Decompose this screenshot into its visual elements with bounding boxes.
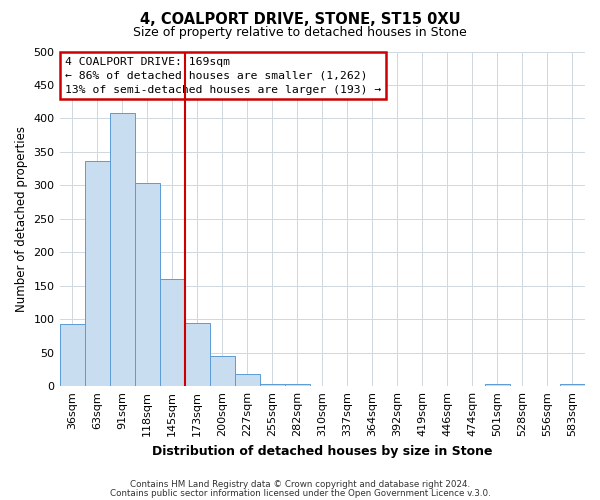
Text: Contains public sector information licensed under the Open Government Licence v.: Contains public sector information licen…	[110, 488, 490, 498]
Text: 4 COALPORT DRIVE: 169sqm
← 86% of detached houses are smaller (1,262)
13% of sem: 4 COALPORT DRIVE: 169sqm ← 86% of detach…	[65, 56, 381, 94]
Bar	[285, 384, 310, 386]
Bar	[85, 162, 110, 386]
Text: Contains HM Land Registry data © Crown copyright and database right 2024.: Contains HM Land Registry data © Crown c…	[130, 480, 470, 489]
Y-axis label: Number of detached properties: Number of detached properties	[15, 126, 28, 312]
Bar	[110, 113, 134, 386]
Bar	[560, 384, 585, 386]
Bar	[235, 374, 260, 386]
Text: Size of property relative to detached houses in Stone: Size of property relative to detached ho…	[133, 26, 467, 39]
X-axis label: Distribution of detached houses by size in Stone: Distribution of detached houses by size …	[152, 444, 493, 458]
Bar	[59, 324, 85, 386]
Text: 4, COALPORT DRIVE, STONE, ST15 0XU: 4, COALPORT DRIVE, STONE, ST15 0XU	[140, 12, 460, 28]
Bar	[134, 182, 160, 386]
Bar	[160, 279, 185, 386]
Bar	[260, 384, 285, 386]
Bar	[209, 356, 235, 386]
Bar	[185, 322, 209, 386]
Bar	[485, 384, 510, 386]
